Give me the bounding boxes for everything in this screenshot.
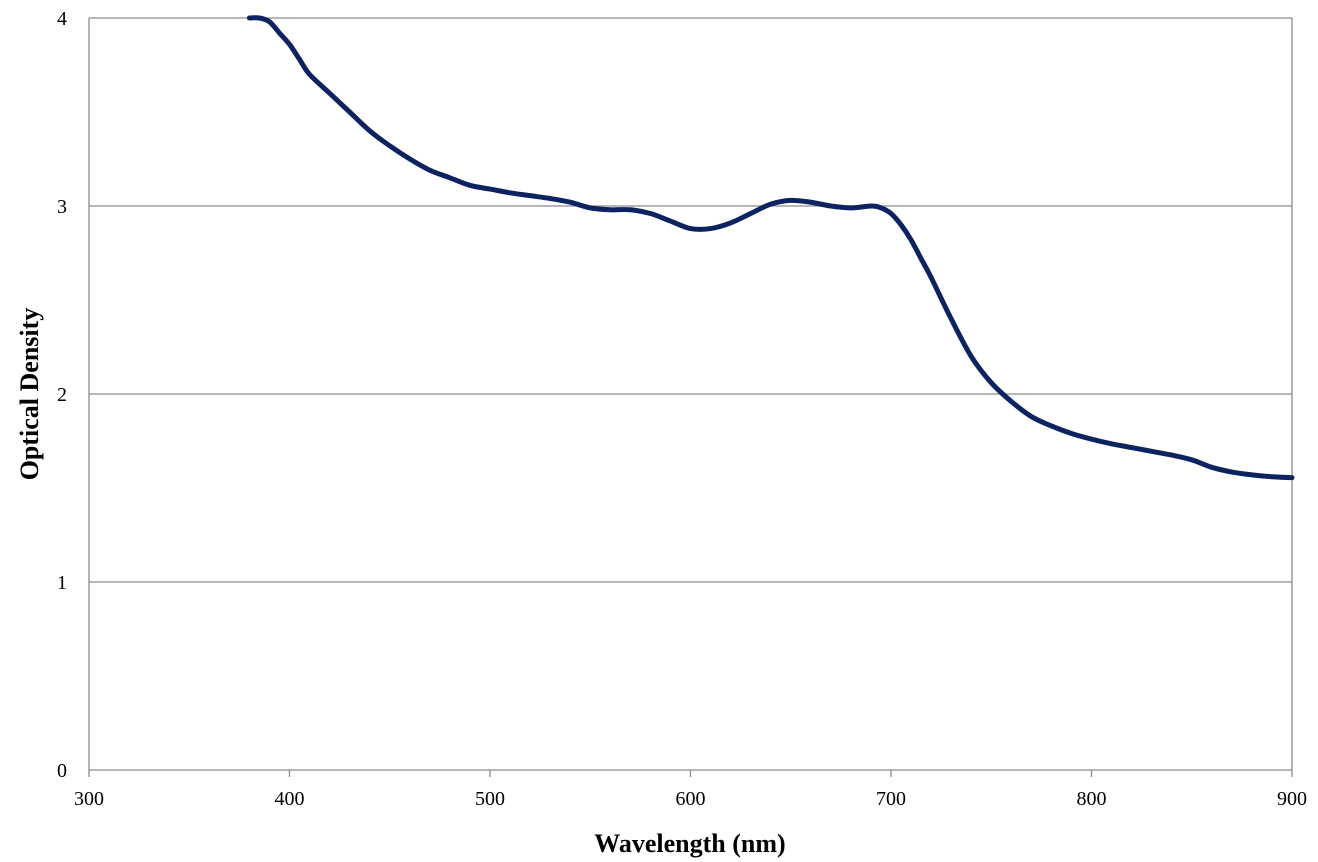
y-axis-title: Optical Density — [15, 308, 44, 481]
x-tick-label: 900 — [1277, 788, 1307, 810]
y-tick-label: 1 — [57, 572, 67, 594]
y-tick-label: 3 — [57, 196, 67, 218]
axes — [88, 18, 1293, 777]
y-tick-label: 4 — [57, 8, 67, 30]
x-tick-label: 300 — [74, 788, 104, 810]
x-axis-title: Wavelength (nm) — [594, 829, 785, 858]
y-tick-label: 0 — [57, 760, 67, 782]
x-tick-label: 400 — [275, 788, 305, 810]
series-lines — [246, 15, 1295, 481]
x-tick-labels: 300 400 500 600 700 800 900 — [74, 788, 1307, 810]
grid-lines — [89, 17, 1292, 583]
x-tick-label: 500 — [475, 788, 505, 810]
y-tick-label: 2 — [57, 384, 67, 406]
y-tick-labels: 0 1 2 3 4 — [57, 8, 67, 782]
x-tick-label: 600 — [676, 788, 706, 810]
x-tick-label: 700 — [876, 788, 906, 810]
series-line-0 — [246, 15, 1295, 481]
x-tick-label: 800 — [1077, 788, 1107, 810]
